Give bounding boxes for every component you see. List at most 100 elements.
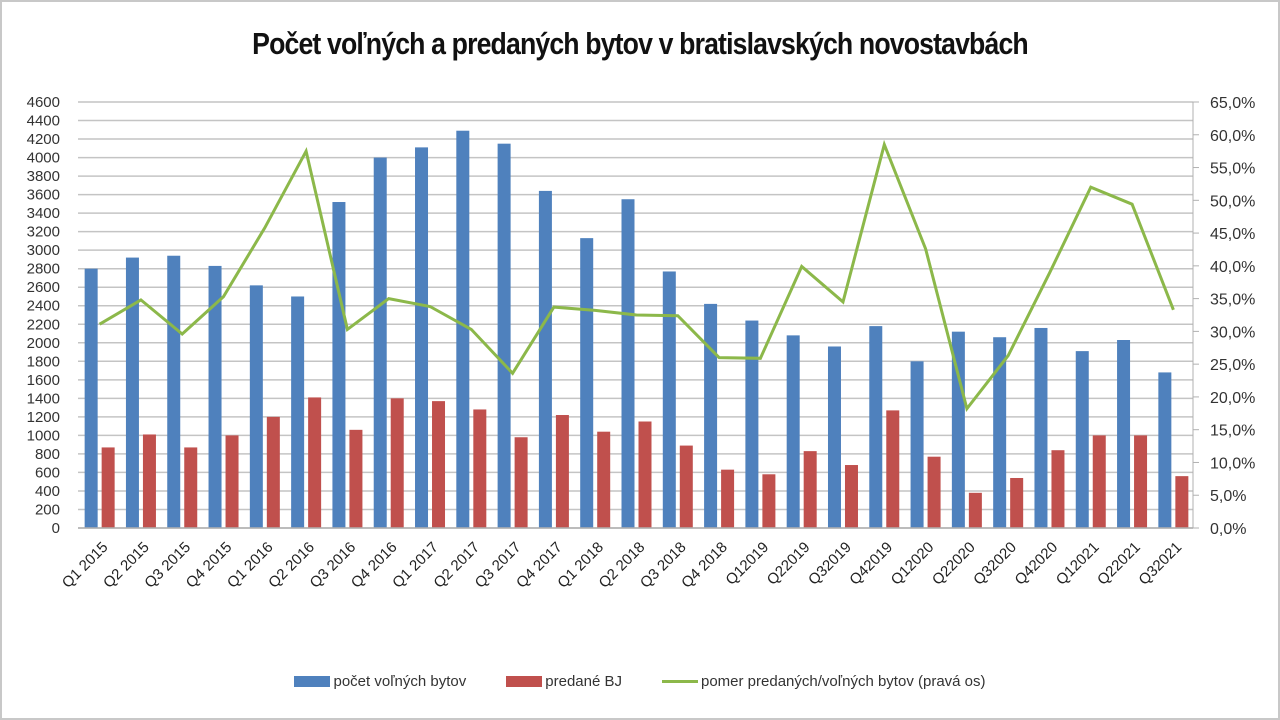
y-axis-right-tick: 25,0% [1210,357,1255,374]
y-axis-right-tick: 55,0% [1210,161,1255,178]
y-axis-left-tick: 400 [35,483,60,500]
x-axis-label: Q42019 [846,539,896,589]
y-axis-left-tick: 3200 [27,224,60,241]
bar-volne [373,157,387,528]
bar-predane [679,445,693,528]
bar-predane [349,429,363,528]
x-axis-label: Q12021 [1053,539,1103,589]
bar-predane [762,474,776,528]
bar-volne [786,335,800,528]
y-axis-left-tick: 4200 [27,131,60,148]
bar-volne [745,320,759,528]
y-axis-right-tick: 15,0% [1210,423,1255,440]
bar-predane [142,434,156,528]
bar-predane [266,416,280,528]
bar-volne [208,265,222,528]
y-axis-left-tick: 600 [35,464,60,481]
bar-predane [1092,435,1106,528]
bar-volne [580,238,594,529]
bar-predane [927,456,941,528]
bar-volne [415,147,429,528]
x-axis-label: Q22020 [929,539,979,589]
bar-volne [910,361,924,528]
x-axis-label: Q42020 [1012,539,1062,589]
y-axis-right-tick: 10,0% [1210,455,1255,472]
legend-swatch-blue [294,676,331,687]
y-axis-left-tick: 2600 [27,279,60,296]
bar-volne [497,143,511,528]
bar-predane [390,398,404,528]
bar-predane [473,409,487,528]
legend-swatch-red [506,676,543,687]
y-axis-right-tick: 35,0% [1210,292,1255,309]
x-axis-label: Q12019 [722,539,772,589]
bar-volne [869,326,883,528]
bar-volne [1034,327,1048,528]
x-axis-label: Q22019 [764,539,814,589]
bar-predane [968,492,982,528]
bar-predane [1134,435,1148,528]
y-axis-right-tick: 65,0% [1210,95,1255,112]
y-axis-left-tick: 3400 [27,205,60,222]
bar-predane [1051,450,1065,528]
bar-volne [332,202,346,528]
chart-legend: počet voľných bytov predané BJ pomer pre… [0,673,1280,690]
y-axis-right-tick: 50,0% [1210,193,1255,210]
bar-volne [827,346,841,528]
bar-predane [803,451,817,528]
y-axis-left-tick: 0 [52,520,60,537]
bar-predane [308,397,322,528]
bar-predane [432,401,446,528]
legend-item-volne: počet voľných bytov [294,673,466,690]
y-axis-left-tick: 4000 [27,150,60,167]
x-axis-label: Q32019 [805,539,855,589]
bar-volne [249,285,263,528]
bar-volne [1158,372,1172,528]
legend-label: predané BJ [545,673,622,690]
bar-volne [456,130,470,529]
y-axis-right-tick: 20,0% [1210,390,1255,407]
bar-predane [886,410,900,528]
line-pomer [98,139,1175,413]
bar-volne [662,271,676,528]
bar-predane [638,421,652,528]
x-axis-label: Q12020 [888,539,938,589]
bar-predane [555,415,569,528]
y-axis-left-tick: 3800 [27,168,60,185]
legend-label: počet voľných bytov [333,673,467,690]
x-axis-label: Q32020 [970,539,1020,589]
y-axis-right-tick: 60,0% [1210,128,1255,145]
legend-item-predane: predané BJ [506,673,622,690]
bar-volne [621,199,635,528]
bar-volne [167,255,181,528]
x-axis-label: Q4 2018 [678,539,731,592]
bar-predane [1175,476,1189,528]
bar-volne [1075,351,1089,528]
x-axis-label: Q32021 [1135,539,1185,589]
bar-predane [721,469,735,528]
bar-volne [1117,340,1131,528]
bar-volne [538,190,552,528]
legend-label: pomer predaných/voľných bytov (pravá os) [701,673,986,690]
y-axis-right-tick: 30,0% [1210,324,1255,341]
y-axis-left-tick: 3000 [27,242,60,259]
y-axis-right-tick: 45,0% [1210,226,1255,243]
y-axis-left-tick: 2200 [27,316,60,333]
y-axis-right-tick: 40,0% [1210,259,1255,276]
bar-predane [184,447,198,528]
bar-volne [84,268,98,528]
y-axis-left-tick: 4400 [27,113,60,130]
bar-volne [291,296,305,528]
bar-predane [1010,477,1024,528]
bar-predane [225,435,239,528]
bar-predane [514,437,528,528]
y-axis-left-tick: 4600 [27,94,60,111]
legend-swatch-green [662,680,698,683]
y-axis-left-tick: 1000 [27,427,60,444]
bar-volne [125,257,139,528]
y-axis-left-tick: 1800 [27,353,60,370]
bar-predane [101,447,115,528]
x-axis-label: Q22021 [1094,539,1144,589]
y-axis-left-tick: 800 [35,446,60,463]
